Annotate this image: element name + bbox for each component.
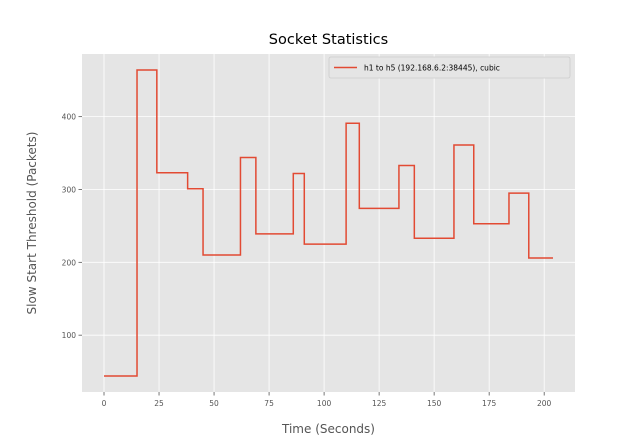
x-tick-label: 150 <box>427 399 442 408</box>
y-tick-label: 300 <box>62 185 77 194</box>
grid <box>82 54 575 392</box>
x-axis-label: Time (Seconds) <box>281 422 375 436</box>
y-tick-label: 100 <box>62 331 77 340</box>
series-layer <box>104 69 553 377</box>
x-tick-label: 50 <box>209 399 219 408</box>
chart-title: Socket Statistics <box>269 32 388 48</box>
y-tick-label: 400 <box>62 113 77 122</box>
ticks: 0 25 50 75 100 125 150 175 200 100 200 300 400 <box>62 113 552 408</box>
y-axis-label: Slow Start Threshold (Packets) <box>25 132 39 315</box>
x-tick-label: 175 <box>482 399 497 408</box>
y-tick-label: 200 <box>62 258 77 267</box>
x-tick-label: 125 <box>372 399 387 408</box>
legend-label: h1 to h5 (192.168.6.2:38445), cubic <box>364 64 500 73</box>
legend-box <box>328 56 571 79</box>
x-tick-label: 75 <box>264 399 274 408</box>
series-line <box>104 69 553 377</box>
x-tick-label: 100 <box>317 399 332 408</box>
x-tick-label: 200 <box>537 399 552 408</box>
x-tick-label: 0 <box>102 399 107 408</box>
legend: h1 to h5 (192.168.6.2:38445), cubic <box>328 56 571 79</box>
x-tick-label: 25 <box>154 399 164 408</box>
